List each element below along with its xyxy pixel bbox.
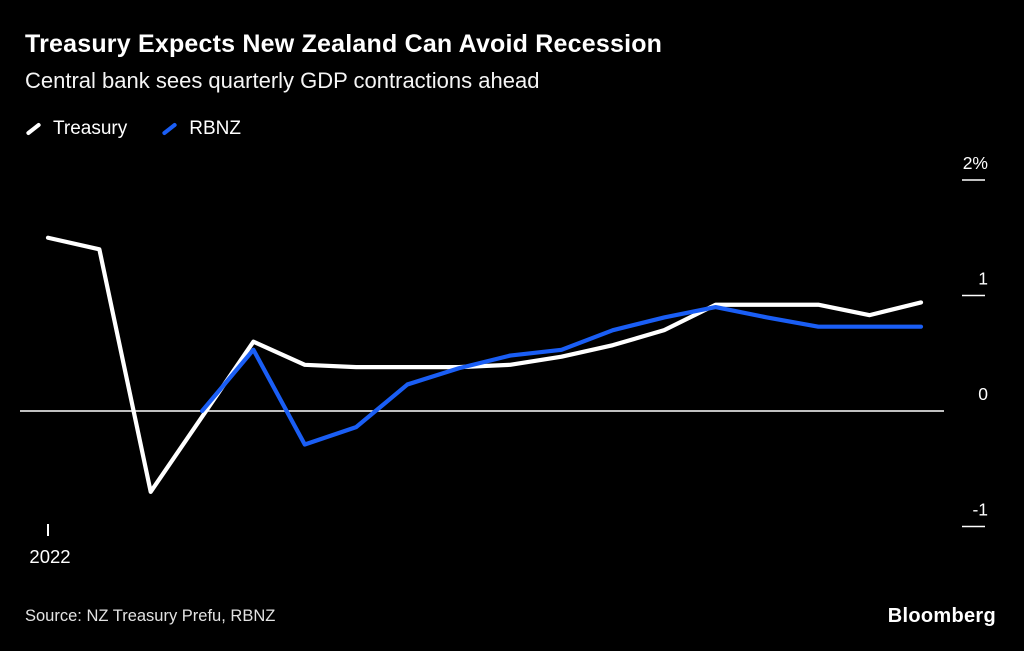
series-line-rbnz: [199, 304, 924, 447]
y-axis-tick-label: 2%: [963, 153, 988, 173]
y-axis-tick-label: 1: [978, 269, 988, 289]
bloomberg-logo: Bloomberg: [887, 605, 996, 627]
source-note: Source: NZ Treasury Prefu, RBNZ: [25, 607, 276, 625]
series-line-treasury: [45, 235, 924, 494]
legend-label: Treasury: [53, 118, 128, 139]
legend-item: RBNZ: [161, 118, 241, 140]
chart-title: Treasury Expects New Zealand Can Avoid R…: [25, 30, 663, 58]
legend-label: RBNZ: [189, 118, 241, 139]
y-axis-tick-label: -1: [972, 500, 988, 520]
chart-subtitle: Central bank sees quarterly GDP contract…: [25, 68, 540, 93]
chart-legend: Treasury RBNZ: [25, 118, 241, 140]
y-axis-tick-label: 0: [978, 384, 988, 404]
legend-item: Treasury: [25, 118, 127, 140]
x-axis-tick-label: 2022: [29, 546, 70, 567]
